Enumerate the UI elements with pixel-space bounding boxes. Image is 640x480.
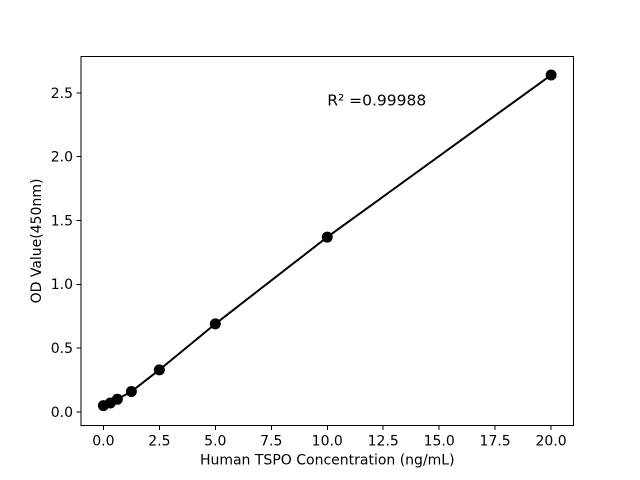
y-axis-label: OD Value(450nm) (29, 179, 45, 304)
y-tick-label: 2.5 (51, 86, 73, 102)
y-tick-label: 2.0 (51, 150, 73, 166)
r-squared-annotation: R² =0.99988 (327, 92, 426, 110)
y-tick-label: 1.5 (51, 213, 73, 229)
y-tick-label: 1.0 (51, 277, 73, 293)
x-tick-label: 10.0 (312, 434, 343, 450)
y-tick-label: 0.5 (51, 341, 73, 357)
x-tick-label: 17.5 (480, 434, 511, 450)
x-tick-label: 7.5 (260, 434, 282, 450)
data-series-layer (97, 69, 557, 412)
x-tick-label: 12.5 (368, 434, 399, 450)
axis-ticks-layer: 0.0 2.5 5.0 7.5 10.0 12.5 15.0 17.5 20.0 0.0 0.5 1.… (51, 86, 567, 450)
x-tick-label: 2.5 (148, 434, 170, 450)
x-tick-label: 5.0 (204, 434, 226, 450)
data-point (153, 364, 165, 376)
x-tick-label: 15.0 (424, 434, 455, 450)
data-point (545, 69, 557, 81)
x-tick-label: 0.0 (92, 434, 114, 450)
x-tick-label: 20.0 (536, 434, 567, 450)
data-point (209, 318, 221, 330)
data-point (111, 393, 123, 405)
y-tick-label: 0.0 (51, 405, 73, 421)
x-axis-label: Human TSPO Concentration (ng/mL) (200, 453, 455, 469)
data-point (125, 386, 137, 398)
data-point (321, 231, 333, 243)
